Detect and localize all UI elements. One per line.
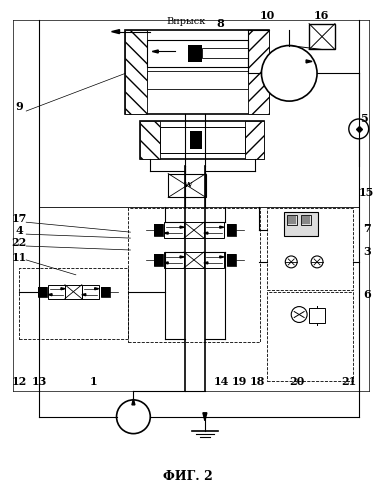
- Bar: [154, 224, 163, 236]
- Bar: [190, 131, 202, 149]
- Polygon shape: [95, 288, 99, 290]
- Text: Впрыск: Впрыск: [166, 17, 205, 26]
- Circle shape: [311, 256, 323, 268]
- Bar: [227, 254, 236, 266]
- Polygon shape: [48, 294, 52, 296]
- Polygon shape: [61, 288, 65, 290]
- Bar: [126, 30, 147, 114]
- Polygon shape: [180, 226, 184, 228]
- Bar: [287, 216, 297, 225]
- Polygon shape: [220, 256, 224, 258]
- Text: 1: 1: [90, 376, 98, 386]
- Bar: [19, 268, 129, 340]
- Bar: [140, 121, 160, 158]
- Bar: [140, 121, 264, 158]
- Bar: [38, 286, 47, 296]
- Bar: [309, 24, 335, 50]
- Polygon shape: [152, 50, 158, 53]
- Bar: [267, 208, 353, 290]
- Text: 19: 19: [232, 376, 247, 386]
- Bar: [288, 216, 296, 224]
- Polygon shape: [306, 60, 312, 63]
- Polygon shape: [203, 413, 207, 420]
- Bar: [204, 222, 224, 238]
- Circle shape: [116, 400, 150, 434]
- Bar: [309, 308, 325, 324]
- Bar: [164, 222, 184, 238]
- Bar: [154, 254, 163, 266]
- Circle shape: [262, 46, 317, 101]
- Bar: [168, 174, 206, 198]
- Text: 8: 8: [216, 18, 224, 29]
- Bar: [227, 224, 236, 236]
- Bar: [82, 284, 99, 298]
- Text: 12: 12: [12, 376, 27, 386]
- Text: 15: 15: [359, 187, 374, 198]
- Bar: [154, 254, 163, 266]
- Polygon shape: [180, 256, 184, 258]
- Bar: [284, 212, 318, 236]
- Text: 5: 5: [360, 114, 368, 124]
- Circle shape: [285, 256, 297, 268]
- Bar: [160, 127, 245, 152]
- Bar: [101, 286, 110, 296]
- Text: 17: 17: [12, 212, 27, 224]
- Bar: [204, 252, 224, 268]
- Bar: [147, 72, 248, 89]
- Bar: [164, 252, 184, 268]
- Text: W: W: [183, 182, 191, 190]
- Bar: [302, 216, 310, 224]
- Polygon shape: [164, 232, 168, 234]
- Bar: [126, 30, 270, 114]
- Polygon shape: [82, 294, 86, 296]
- Bar: [38, 286, 47, 296]
- Text: 13: 13: [31, 376, 47, 386]
- Text: 16: 16: [313, 10, 329, 21]
- Text: 18: 18: [250, 376, 265, 386]
- Bar: [202, 48, 248, 58]
- Text: 6: 6: [363, 289, 371, 300]
- Text: ФИГ. 2: ФИГ. 2: [163, 470, 213, 483]
- Text: 14: 14: [214, 376, 230, 386]
- Polygon shape: [112, 30, 120, 34]
- Bar: [147, 40, 248, 68]
- Bar: [301, 216, 311, 225]
- Text: 7: 7: [363, 222, 371, 234]
- Polygon shape: [204, 262, 208, 264]
- Text: 3: 3: [363, 246, 371, 258]
- Polygon shape: [204, 232, 208, 234]
- Text: 10: 10: [260, 10, 275, 21]
- Text: 20: 20: [290, 376, 305, 386]
- Bar: [129, 208, 261, 342]
- Bar: [245, 121, 264, 158]
- Bar: [248, 30, 270, 114]
- Text: 21: 21: [341, 376, 356, 386]
- Text: 9: 9: [15, 100, 23, 112]
- Bar: [184, 222, 204, 238]
- Bar: [227, 254, 236, 266]
- Bar: [267, 292, 353, 381]
- Bar: [65, 284, 82, 298]
- Bar: [184, 252, 204, 268]
- Polygon shape: [220, 226, 224, 228]
- Text: 11: 11: [12, 252, 27, 264]
- Circle shape: [349, 119, 369, 139]
- Bar: [101, 286, 110, 296]
- Polygon shape: [132, 399, 135, 405]
- Bar: [188, 44, 202, 62]
- Bar: [48, 284, 65, 298]
- Bar: [154, 224, 163, 236]
- Text: 4: 4: [15, 224, 23, 235]
- Circle shape: [291, 306, 307, 322]
- Bar: [227, 224, 236, 236]
- Polygon shape: [164, 262, 168, 264]
- Text: 22: 22: [12, 236, 27, 248]
